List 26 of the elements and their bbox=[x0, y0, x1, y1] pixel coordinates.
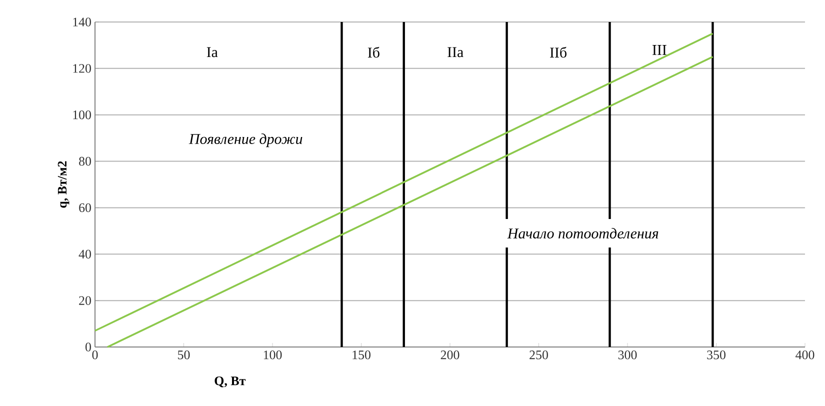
annotation: Ia bbox=[206, 47, 218, 58]
y-tick-label: 100 bbox=[73, 110, 91, 120]
y-tick-label: 20 bbox=[79, 296, 91, 305]
x-tick-label: 100 bbox=[264, 350, 282, 360]
annotation: Начало потоотделения bbox=[507, 228, 658, 239]
annotation: III bbox=[652, 45, 666, 55]
annotation: IIa bbox=[448, 47, 464, 58]
x-tick-label: 300 bbox=[618, 350, 637, 360]
y-tick-label: 40 bbox=[78, 250, 91, 259]
annotation: Iб bbox=[368, 46, 380, 58]
x-tick-label: 250 bbox=[530, 350, 548, 360]
y-axis-title: q, Вт/м2 bbox=[58, 161, 70, 208]
x-tick-label: 150 bbox=[352, 350, 370, 360]
annotation: Появление дрожи bbox=[188, 134, 302, 148]
x-tick-label: 50 bbox=[178, 350, 190, 360]
y-tick-label: 80 bbox=[79, 156, 91, 166]
x-tick-label: 350 bbox=[707, 350, 726, 360]
y-tick-label: 60 bbox=[79, 203, 91, 212]
y-tick-label: 140 bbox=[73, 18, 91, 26]
x-tick-label: 200 bbox=[440, 350, 460, 360]
y-tick-label: 120 bbox=[73, 64, 91, 73]
annotation: IIб bbox=[550, 46, 566, 58]
x-tick-label: 400 bbox=[796, 350, 814, 360]
x-tick-label: 0 bbox=[92, 350, 98, 360]
x-axis-title: Q, Вт bbox=[214, 376, 246, 388]
y-tick-label: 0 bbox=[86, 342, 91, 352]
